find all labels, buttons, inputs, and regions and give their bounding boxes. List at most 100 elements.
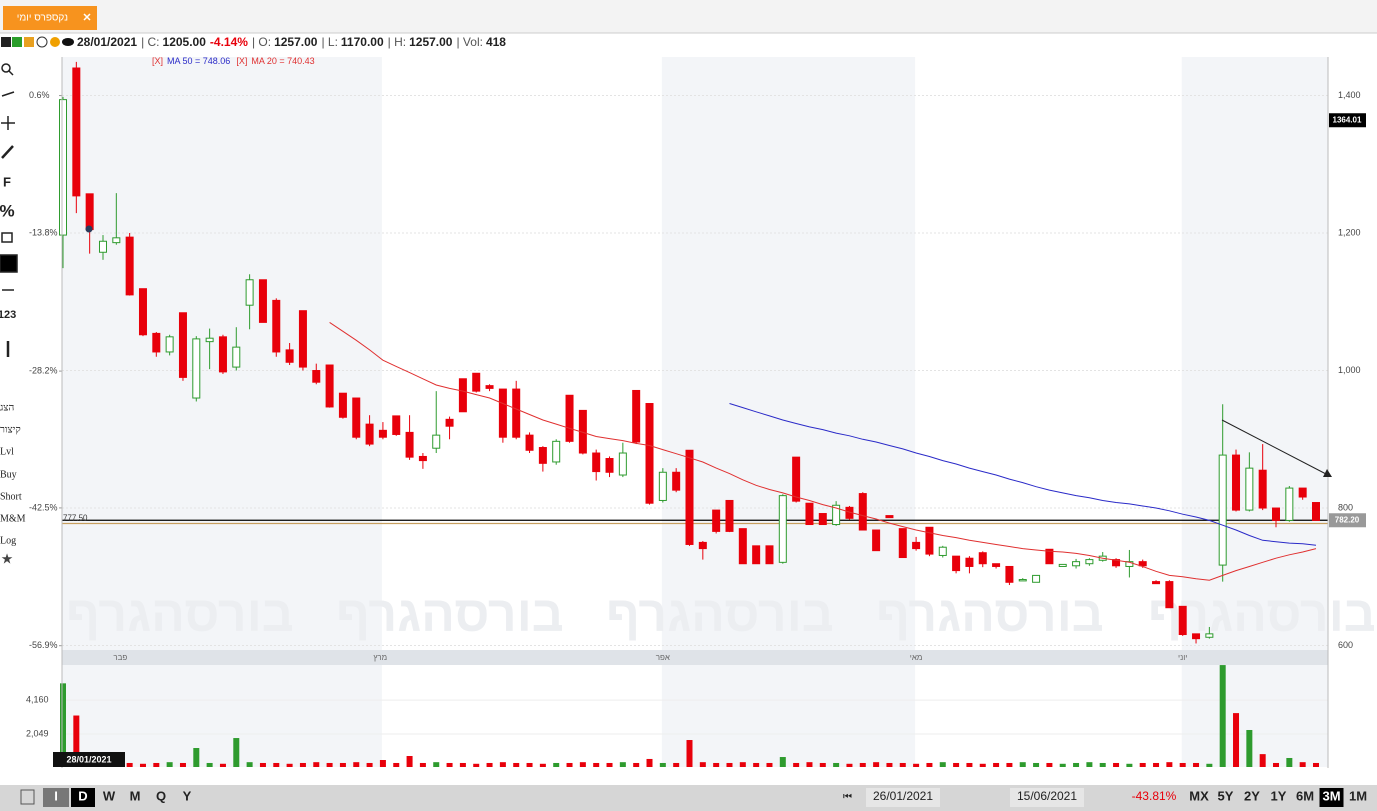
candle-body	[298, 310, 307, 368]
volume-bar	[406, 756, 413, 767]
tool-label[interactable]: F	[3, 174, 11, 189]
date-box[interactable]	[1010, 788, 1084, 807]
volume-bar	[299, 762, 306, 767]
footer-button[interactable]	[175, 788, 199, 807]
tool-label[interactable]: %	[0, 201, 15, 220]
tab-close[interactable]	[83, 13, 91, 21]
volume-bar	[1046, 762, 1053, 767]
footer-button-label[interactable]: W	[103, 788, 116, 803]
footer-button-label[interactable]: 5Y	[1218, 788, 1234, 803]
info-label: | L:	[321, 35, 337, 49]
footer-button-label[interactable]: 2Y	[1244, 788, 1260, 803]
save-icon[interactable]	[20, 789, 35, 805]
volume-bar	[779, 757, 786, 767]
tab[interactable]	[3, 6, 97, 30]
candle-body	[925, 526, 934, 555]
volume-bar	[566, 762, 573, 767]
footer-button-label[interactable]: Y	[183, 788, 192, 803]
tool-label[interactable]: קיצור	[0, 424, 21, 435]
candle-body	[485, 385, 494, 389]
tool-label[interactable]: Log	[0, 535, 16, 546]
footer-button-label[interactable]: 1M	[1349, 788, 1367, 803]
volume-bar	[353, 762, 360, 767]
volume-bar	[726, 762, 733, 767]
footer-button-label[interactable]: 1Y	[1271, 788, 1287, 803]
footer-button-label[interactable]: D	[78, 788, 87, 803]
candle-body	[592, 452, 601, 473]
tool-label[interactable]: 123	[0, 309, 16, 321]
volume-bar	[646, 758, 653, 767]
volume-bar	[1286, 757, 1293, 767]
candle-body	[765, 545, 774, 565]
footer-button[interactable]	[1266, 788, 1291, 807]
candle-body	[645, 403, 654, 504]
candle-body	[405, 431, 414, 458]
footer-button[interactable]	[1213, 788, 1238, 807]
volume-bar	[753, 762, 760, 767]
volume-bar	[846, 763, 853, 767]
info-value: 1257.00	[274, 35, 318, 49]
tab-bar	[0, 0, 1377, 33]
footer-button[interactable]	[1240, 788, 1264, 807]
footer-button[interactable]	[149, 788, 173, 807]
footer-button-label[interactable]: 6M	[1296, 788, 1314, 803]
info-value: 418	[486, 35, 506, 49]
tool-label[interactable]: M&M	[0, 513, 26, 524]
footer-button[interactable]	[1319, 788, 1344, 807]
candle-body	[738, 528, 747, 565]
footer-button-label[interactable]: 3M	[1322, 788, 1340, 803]
price-tag-label: 1364.01	[1333, 115, 1362, 124]
x-tick-label: יוני	[1178, 653, 1187, 662]
trend-line[interactable]	[1221, 419, 1327, 475]
footer-button-label[interactable]: M	[130, 788, 141, 803]
favorite-icon[interactable]: ★	[1, 551, 14, 567]
candle-body	[1298, 487, 1307, 498]
tool-label[interactable]: Lvl	[0, 446, 14, 457]
candle-body	[872, 529, 881, 552]
candle-body	[178, 312, 187, 378]
footer-button[interactable]	[97, 788, 121, 807]
info-label: | H:	[388, 35, 406, 49]
candle-body	[1285, 487, 1294, 521]
candle-body	[272, 299, 281, 353]
volume-bar	[686, 740, 693, 767]
candle-body	[1125, 561, 1134, 567]
y-tick-label: 1,000	[1338, 365, 1361, 375]
y-tick-label: 1,200	[1338, 227, 1361, 237]
interval-label[interactable]: I	[54, 788, 58, 803]
volume-bar	[873, 762, 880, 767]
tool-label[interactable]: Buy	[0, 469, 17, 480]
start-date[interactable]: 26/01/2021	[873, 789, 933, 803]
footer-button[interactable]	[1187, 788, 1211, 807]
candle-body	[898, 528, 907, 559]
footer-button[interactable]	[71, 788, 95, 807]
date-box[interactable]	[866, 788, 940, 807]
end-date[interactable]: 15/06/2021	[1017, 789, 1077, 803]
footer-button[interactable]	[1293, 788, 1317, 807]
footer-button[interactable]	[123, 788, 147, 807]
x-tick-label: אפר	[656, 653, 670, 662]
footer-button-label[interactable]: MX	[1189, 788, 1209, 803]
footer-button-label[interactable]: Q	[156, 788, 166, 803]
interval-button[interactable]	[43, 788, 69, 807]
volume-bar	[1259, 754, 1266, 767]
candle-body	[98, 240, 107, 253]
volume-bar	[1086, 762, 1093, 767]
candle-body	[498, 388, 507, 438]
legend-entry: MA 20 = 740.43	[251, 56, 314, 66]
tool-label[interactable]: הצג	[0, 402, 15, 413]
volume-bar	[166, 762, 173, 767]
candle-body	[125, 236, 134, 296]
footer-button[interactable]	[1346, 788, 1370, 807]
tab-title[interactable]: נקספרס יומי	[17, 13, 68, 24]
volume-bar	[1113, 762, 1120, 767]
volume-bar	[1006, 762, 1013, 767]
volume-bar	[659, 762, 666, 767]
candle-body	[1258, 469, 1267, 509]
volume-bar	[126, 762, 133, 767]
volume-bar	[486, 762, 493, 767]
tool-label[interactable]: Short	[0, 491, 22, 502]
volume-bar	[393, 762, 400, 767]
volume-bar	[419, 762, 426, 767]
